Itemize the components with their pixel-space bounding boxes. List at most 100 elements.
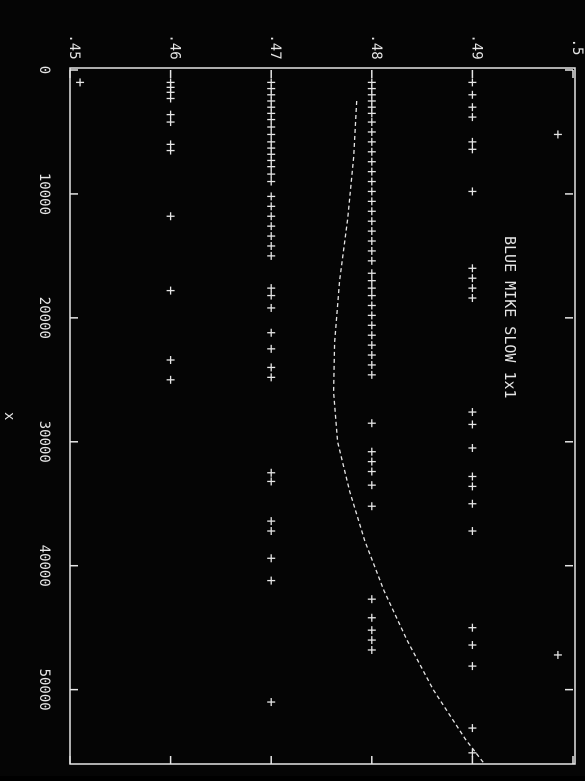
data-point xyxy=(267,123,276,132)
data-point xyxy=(367,246,376,255)
data-point xyxy=(367,467,376,476)
data-point xyxy=(367,311,376,320)
data-point xyxy=(267,303,276,312)
data-point xyxy=(468,748,477,757)
data-point xyxy=(166,146,175,155)
data-point xyxy=(367,502,376,511)
data-point xyxy=(76,78,85,87)
data-point xyxy=(267,554,276,563)
data-point xyxy=(367,481,376,490)
data-point xyxy=(367,645,376,654)
data-point xyxy=(468,408,477,417)
data-point xyxy=(166,355,175,364)
y-axis: .45 .46 .47 .48 .49 .5 xyxy=(66,34,585,764)
y-tick-label: .5 xyxy=(569,39,585,56)
data-point xyxy=(553,650,562,659)
data-point xyxy=(267,576,276,585)
data-point xyxy=(367,447,376,456)
data-point xyxy=(267,344,276,353)
data-point xyxy=(367,291,376,300)
data-point xyxy=(367,147,376,156)
data-point xyxy=(267,222,276,231)
data-point xyxy=(166,212,175,221)
data-point xyxy=(367,360,376,369)
data-point xyxy=(367,157,376,166)
data-point xyxy=(468,284,477,293)
data-point xyxy=(468,482,477,491)
data-point xyxy=(367,351,376,360)
data-point xyxy=(267,251,276,260)
data-point xyxy=(166,94,175,103)
data-point xyxy=(367,167,376,176)
data-point xyxy=(367,626,376,635)
data-point xyxy=(367,331,376,340)
data-point xyxy=(468,187,477,196)
x-tick-label: 10000 xyxy=(36,173,52,215)
data-point xyxy=(468,113,477,122)
fit-curve xyxy=(332,100,486,765)
data-point xyxy=(367,197,376,206)
y-tick-label: .48 xyxy=(368,34,384,59)
data-point xyxy=(468,641,477,650)
data-point xyxy=(367,118,376,127)
y-tick-label: .47 xyxy=(267,34,283,59)
data-point xyxy=(367,187,376,196)
x-tick-label: 40000 xyxy=(36,545,52,587)
x-tick-label: 50000 xyxy=(36,669,52,711)
data-point xyxy=(367,227,376,236)
data-point xyxy=(468,499,477,508)
data-point xyxy=(468,145,477,154)
data-point xyxy=(267,212,276,221)
x-tick-label: 0 xyxy=(36,66,52,74)
data-point xyxy=(367,177,376,186)
data-point xyxy=(367,256,376,265)
data-point xyxy=(267,162,276,171)
data-point xyxy=(367,370,376,379)
y-tick-label: .46 xyxy=(167,34,183,59)
data-point xyxy=(468,420,477,429)
data-point xyxy=(267,477,276,486)
data-point xyxy=(468,137,477,146)
data-point xyxy=(267,698,276,707)
data-point xyxy=(267,468,276,477)
data-point xyxy=(468,724,477,733)
data-point xyxy=(267,232,276,241)
data-point xyxy=(367,613,376,622)
x-axis: 0 10000 20000 30000 40000 50000 xyxy=(36,66,573,711)
data-point xyxy=(367,636,376,645)
data-point xyxy=(367,419,376,428)
data-point xyxy=(367,284,376,293)
data-point xyxy=(468,294,477,303)
plot-area xyxy=(76,78,562,765)
chart-title: BLUE MIKE SLOW 1x1 xyxy=(501,236,519,399)
data-point xyxy=(267,130,276,139)
data-point xyxy=(468,623,477,632)
data-point xyxy=(166,375,175,384)
data-point xyxy=(468,78,477,87)
data-point xyxy=(367,595,376,604)
data-point xyxy=(367,341,376,350)
data-point xyxy=(367,457,376,466)
data-point xyxy=(166,286,175,295)
data-point xyxy=(166,110,175,119)
data-point xyxy=(468,90,477,99)
data-point xyxy=(367,217,376,226)
data-point xyxy=(367,237,376,246)
data-point xyxy=(468,274,477,283)
data-point xyxy=(267,328,276,337)
data-point xyxy=(367,276,376,285)
data-point xyxy=(267,177,276,186)
data-point xyxy=(367,207,376,216)
data-point xyxy=(267,241,276,250)
data-point xyxy=(267,517,276,526)
data-point xyxy=(267,170,276,179)
data-point xyxy=(367,109,376,118)
x-tick-label: 20000 xyxy=(36,297,52,339)
x-tick-label: 30000 xyxy=(36,421,52,463)
y-tick-label: .49 xyxy=(468,34,484,59)
data-point xyxy=(553,130,562,139)
data-point xyxy=(367,269,376,278)
data-point xyxy=(367,127,376,136)
